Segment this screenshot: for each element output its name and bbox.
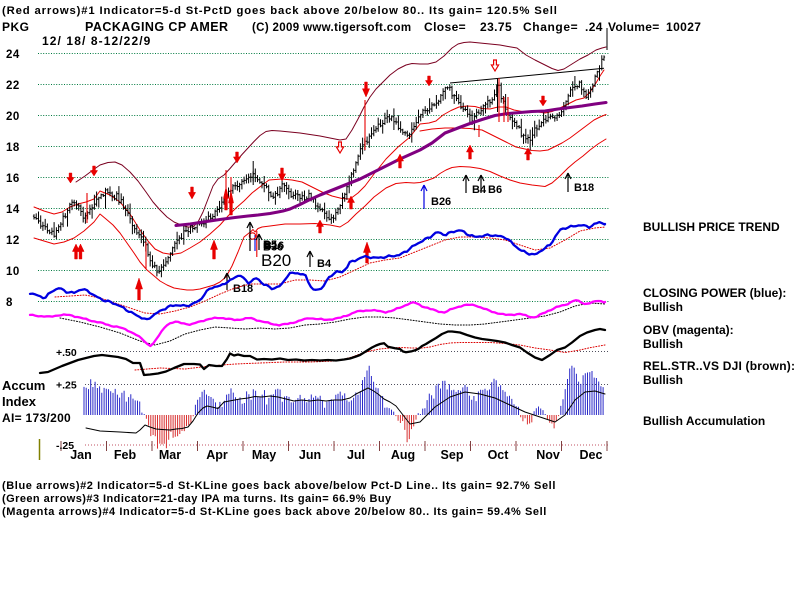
- svg-text:23.75: 23.75: [480, 20, 512, 34]
- svg-text:B26: B26: [431, 196, 451, 208]
- svg-text:PACKAGING CP AMER: PACKAGING CP AMER: [85, 20, 229, 34]
- svg-text:18: 18: [6, 142, 20, 154]
- svg-text:22: 22: [6, 80, 20, 92]
- svg-text:OBV (magenta):: OBV (magenta):: [643, 323, 734, 337]
- svg-text:Jun: Jun: [299, 448, 321, 462]
- svg-text:20: 20: [6, 111, 20, 123]
- svg-text:16: 16: [6, 173, 20, 185]
- svg-text:BULLISH PRICE TREND: BULLISH PRICE TREND: [643, 220, 780, 234]
- svg-text:PKG: PKG: [2, 20, 30, 34]
- svg-text:12: 12: [6, 235, 20, 247]
- svg-text:B20: B20: [261, 251, 291, 270]
- svg-text:CLOSING POWER (blue):: CLOSING POWER (blue):: [643, 286, 786, 300]
- svg-text:8: 8: [6, 297, 13, 309]
- svg-text:AI= 173/200: AI= 173/200: [2, 411, 71, 425]
- svg-text:10027: 10027: [666, 20, 701, 34]
- svg-text:Accum: Accum: [2, 378, 45, 393]
- svg-text:+.25: +.25: [56, 380, 77, 392]
- svg-text:B18: B18: [233, 283, 253, 295]
- svg-text:B18: B18: [574, 182, 594, 194]
- svg-text:(Magenta arrows)#4 Indicator=5: (Magenta arrows)#4 Indicator=5-d St-KLin…: [2, 506, 547, 518]
- svg-text:B6: B6: [488, 184, 502, 196]
- svg-text:Bullish: Bullish: [643, 373, 683, 387]
- svg-text:Dec: Dec: [580, 448, 603, 462]
- svg-text:14: 14: [6, 204, 20, 216]
- svg-text:Apr: Apr: [206, 448, 228, 462]
- svg-text:10: 10: [6, 266, 20, 278]
- svg-text:Oct: Oct: [488, 448, 510, 462]
- svg-text:Mar: Mar: [159, 448, 181, 462]
- svg-text:B16: B16: [264, 240, 284, 252]
- svg-text:May: May: [252, 448, 276, 462]
- svg-text:B36: B36: [263, 242, 283, 254]
- svg-text:Close=: Close=: [424, 20, 466, 34]
- svg-text:(Red arrows)#1 Indicator=5-d S: (Red arrows)#1 Indicator=5-d St-PctD goe…: [2, 5, 558, 17]
- svg-text:(C) 2009 www.tigersoft.com: (C) 2009 www.tigersoft.com: [252, 22, 411, 34]
- svg-text:Jan: Jan: [70, 448, 92, 462]
- svg-text:Index: Index: [2, 394, 37, 409]
- svg-text:+.50: +.50: [56, 347, 77, 359]
- svg-text:Sep: Sep: [441, 448, 464, 462]
- svg-text:B4: B4: [472, 184, 487, 196]
- svg-text:Change=: Change=: [523, 20, 578, 34]
- svg-text:-.25: -.25: [56, 440, 74, 452]
- svg-text:Aug: Aug: [391, 448, 415, 462]
- svg-text:Jul: Jul: [347, 448, 365, 462]
- svg-text:REL.STR..VS DJI (brown):: REL.STR..VS DJI (brown):: [643, 359, 795, 373]
- svg-text:B4: B4: [317, 258, 332, 270]
- svg-text:12/ 18/ 8-12/22/9: 12/ 18/ 8-12/22/9: [42, 34, 151, 48]
- svg-text:Bullish: Bullish: [643, 300, 683, 314]
- svg-text:Volume=: Volume=: [608, 20, 660, 34]
- svg-text:Bullish Accumulation: Bullish Accumulation: [643, 414, 765, 428]
- svg-text:24: 24: [6, 49, 20, 61]
- svg-text:Bullish: Bullish: [643, 337, 683, 351]
- svg-text:.24: .24: [585, 20, 603, 34]
- svg-text:B5: B5: [263, 239, 277, 251]
- svg-text:Nov: Nov: [536, 448, 560, 462]
- svg-text:(Blue arrows)#2 Indicator=5-d: (Blue arrows)#2 Indicator=5-d St-KLine g…: [2, 480, 556, 492]
- svg-text:Feb: Feb: [114, 448, 137, 462]
- svg-text:(Green arrows)#3 Indicator=21-: (Green arrows)#3 Indicator=21-day IPA ma…: [2, 493, 392, 505]
